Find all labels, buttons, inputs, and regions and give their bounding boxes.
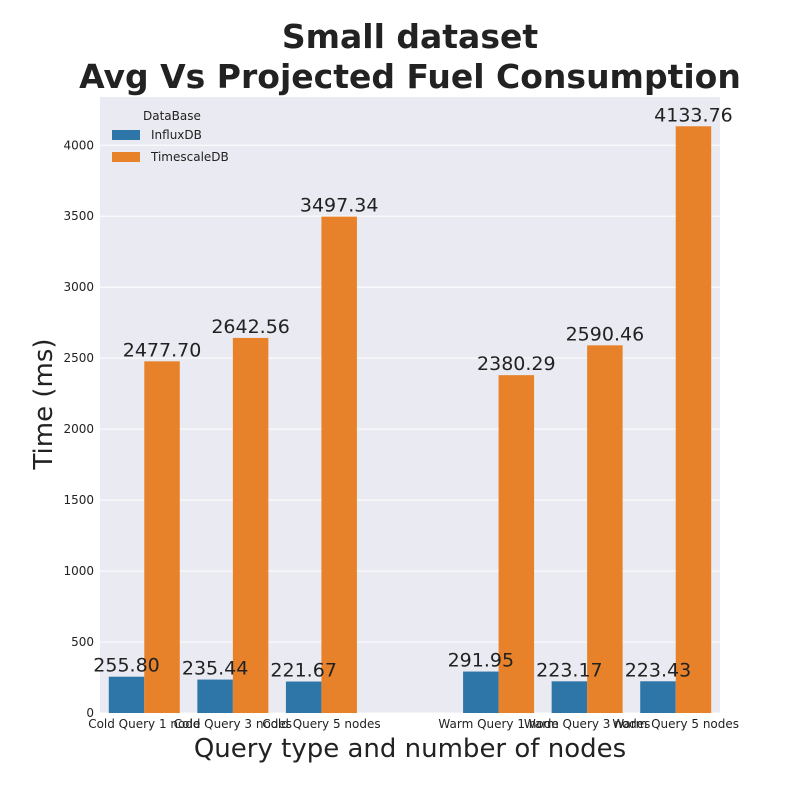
legend-title: DataBase	[143, 109, 201, 123]
x-tick-label: Cold Query 5 nodes	[262, 717, 380, 731]
y-tick-label: 2000	[63, 422, 94, 436]
data-label: 221.67	[270, 660, 336, 682]
y-tick-label: 500	[71, 635, 94, 649]
y-tick-label: 4000	[63, 138, 94, 152]
x-tick-label: Warm Query 3 nodes	[524, 717, 651, 731]
x-axis-label: Query type and number of nodes	[194, 734, 626, 764]
y-tick-label: 0	[86, 706, 94, 720]
bar-influxdb	[108, 676, 145, 713]
data-label: 2380.29	[477, 353, 556, 375]
bar-timescaledb	[321, 216, 357, 714]
chart-title-line-1: Small dataset	[282, 17, 538, 56]
y-tick-label: 3000	[63, 280, 94, 294]
data-label: 223.43	[625, 659, 691, 681]
bar-timescaledb	[232, 337, 269, 713]
bar-timescaledb	[498, 375, 535, 713]
y-tick-label: 1500	[63, 493, 94, 507]
bar-influxdb	[463, 671, 499, 713]
data-label: 2477.70	[123, 339, 202, 361]
data-label: 223.17	[536, 659, 602, 681]
data-label: 235.44	[182, 658, 248, 680]
data-label: 3497.34	[300, 195, 379, 217]
bar-influxdb	[640, 681, 676, 713]
y-tick-label: 3500	[63, 209, 94, 223]
bar-timescaledb	[675, 126, 712, 714]
data-labels: 255.80 2477.70 235.44 2642.56 221.67 3497.34 2…	[93, 104, 732, 681]
data-label: 2642.56	[211, 316, 290, 338]
legend-label-influxdb: InfluxDB	[151, 128, 202, 142]
legend-swatch-timescaledb	[112, 152, 140, 162]
bar-influxdb	[551, 681, 588, 713]
plot-area	[100, 97, 720, 713]
data-label: 291.95	[448, 650, 514, 672]
bar-influxdb	[285, 681, 322, 713]
data-label: 2590.46	[566, 323, 645, 345]
bar-timescaledb	[144, 361, 180, 713]
legend: DataBase InfluxDB TimescaleDB	[112, 109, 229, 164]
y-axis-label: Time (ms)	[29, 338, 59, 470]
grid	[100, 144, 720, 714]
x-tick-label: Cold Query 1 node	[88, 717, 200, 731]
x-tick-label: Warm Query 1 node	[438, 717, 558, 731]
x-tick-label: Warm Query 5 nodes	[612, 717, 739, 731]
data-label: 255.80	[93, 655, 159, 677]
legend-label-timescaledb: TimescaleDB	[150, 150, 229, 164]
bar-influxdb	[197, 679, 233, 713]
y-tick-label: 2500	[63, 351, 94, 365]
ticks: 0 500 1000 1500 2000 2500 3000 3500 4000 Cold Que…	[63, 138, 739, 731]
chart-title-line-2: Avg Vs Projected Fuel Consumption	[79, 57, 741, 96]
legend-swatch-influxdb	[112, 130, 140, 140]
bar-timescaledb	[587, 345, 623, 713]
x-tick-label: Cold Query 3 nodes	[174, 717, 292, 731]
data-label: 4133.76	[654, 104, 733, 126]
bars	[108, 126, 712, 714]
y-tick-label: 1000	[63, 564, 94, 578]
